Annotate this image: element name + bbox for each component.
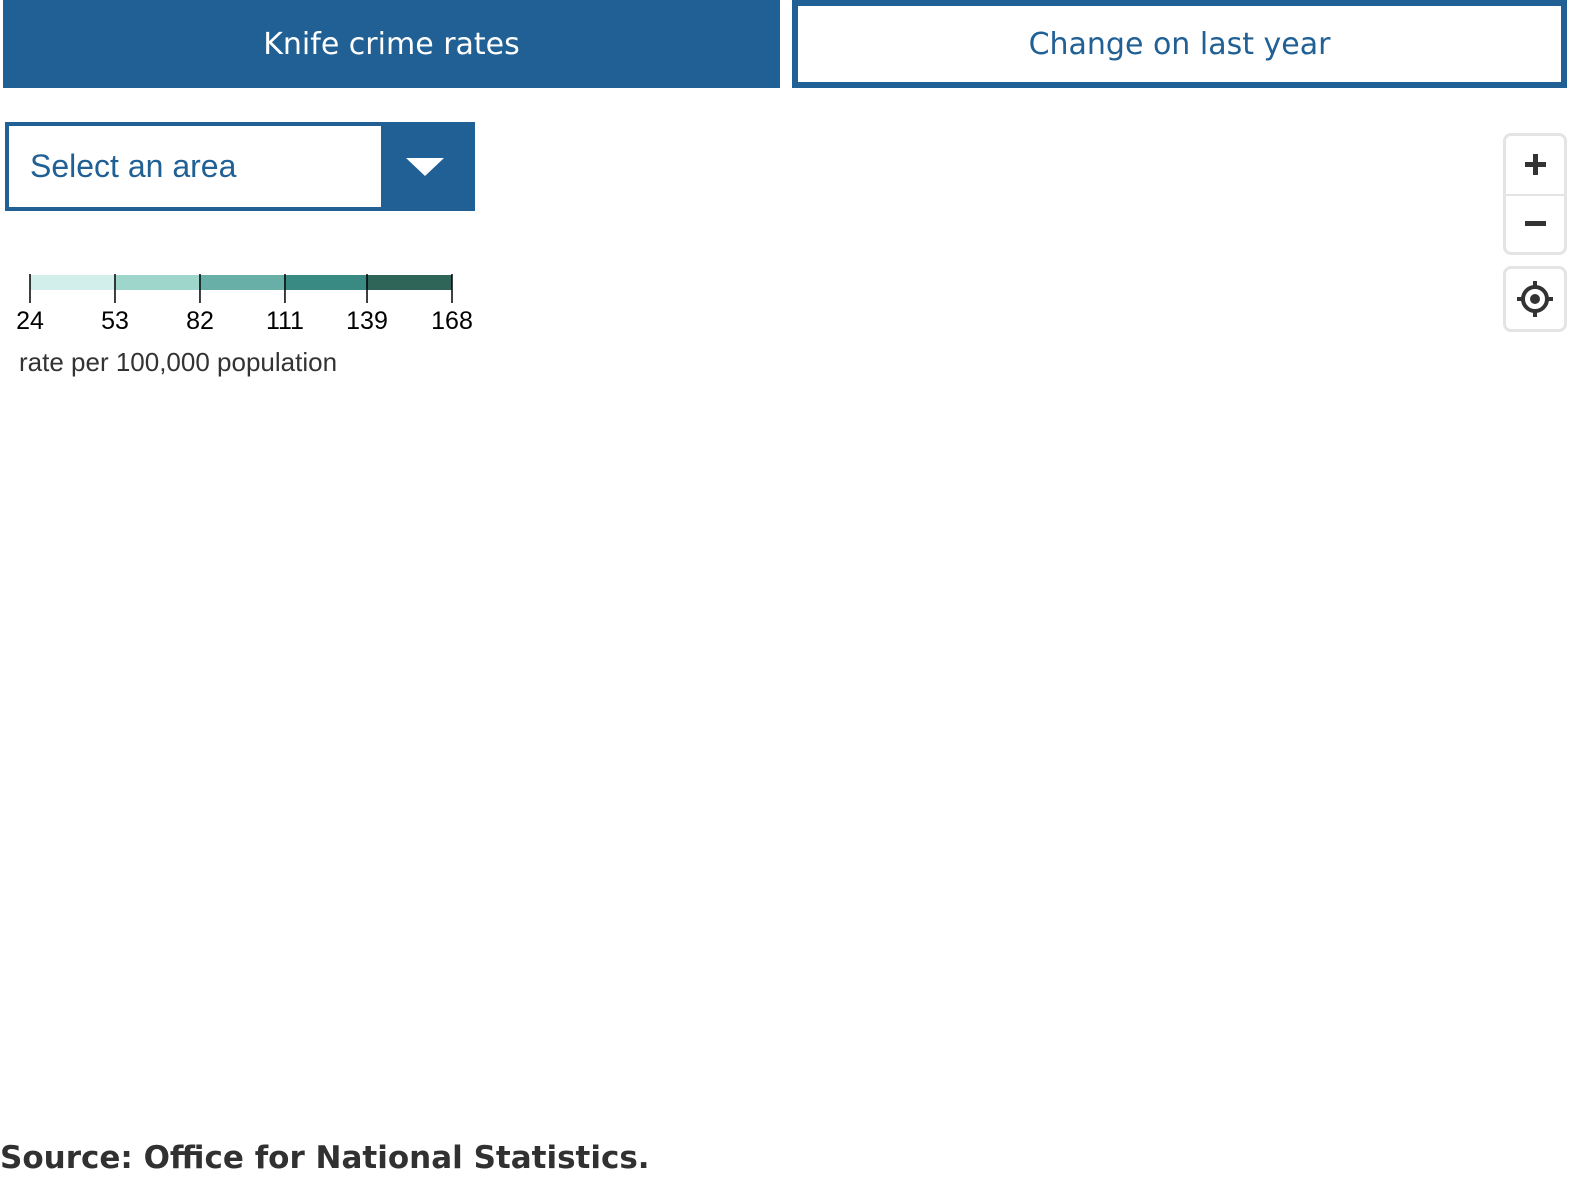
- legend-scale: 24 53 82 111 139 168: [16, 274, 473, 335]
- legend-tick-label: 139: [346, 307, 388, 335]
- area-select-label: Select an area: [30, 148, 237, 184]
- tab-label: Knife crime rates: [263, 26, 520, 62]
- minus-icon: [1525, 221, 1546, 226]
- legend-swatch: [284, 275, 368, 290]
- locate-button[interactable]: [1506, 269, 1564, 327]
- tab-change-on-last-year[interactable]: Change on last year: [792, 0, 1567, 88]
- zoom-in-button[interactable]: [1506, 136, 1564, 194]
- legend-swatch: [114, 275, 200, 290]
- legend-note: rate per 100,000 population: [19, 347, 338, 377]
- chevron-down-icon: [406, 158, 444, 176]
- map-legend: 24 53 82 111 139 168: [0, 265, 500, 340]
- legend-swatch: [199, 275, 285, 290]
- legend-tick-label: 82: [186, 307, 214, 335]
- legend-tick-label: 168: [431, 307, 473, 335]
- tab-knife-crime-rates[interactable]: Knife crime rates: [3, 0, 780, 88]
- area-select-toggle[interactable]: [381, 126, 471, 207]
- legend-swatch: [367, 275, 452, 290]
- crosshair-icon: [1517, 281, 1553, 317]
- zoom-out-button[interactable]: [1506, 194, 1564, 254]
- locate-control: [1503, 266, 1567, 332]
- tab-label: Change on last year: [1028, 26, 1331, 62]
- legend-tick-label: 24: [16, 307, 44, 335]
- legend-tick-label: 111: [266, 307, 304, 335]
- source-note: Source: Office for National Statistics.: [0, 1140, 650, 1176]
- plus-icon: [1525, 154, 1546, 175]
- area-select[interactable]: Select an area: [5, 122, 475, 211]
- legend-swatch: [30, 275, 115, 290]
- legend-tick-label: 53: [101, 307, 129, 335]
- zoom-controls: [1503, 133, 1567, 255]
